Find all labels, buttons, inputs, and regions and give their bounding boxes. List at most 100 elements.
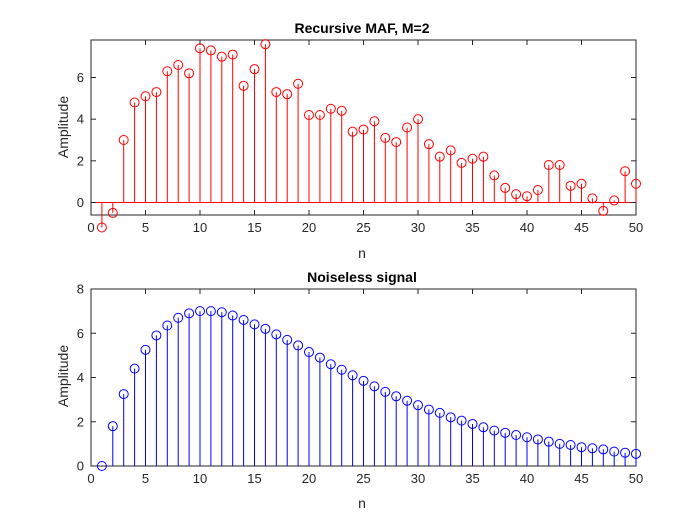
bottom-y-tick-label: 8	[77, 282, 84, 297]
bottom-stem-marker	[598, 444, 609, 455]
bottom-stem-marker	[347, 370, 358, 381]
top-stem-marker	[96, 222, 107, 233]
bottom-subplot-ylabel: Amplitude	[55, 345, 71, 407]
bottom-stem-marker	[151, 330, 162, 341]
top-stem-marker	[293, 78, 304, 89]
top-stem-marker	[434, 151, 445, 162]
top-stem-marker	[184, 68, 195, 79]
bottom-stem-marker	[96, 461, 107, 471]
top-stem-marker	[631, 178, 641, 189]
bottom-x-tick-label: 20	[302, 471, 316, 486]
top-stem-marker	[620, 166, 631, 177]
bottom-stem-marker	[609, 446, 620, 457]
bottom-stem-marker	[205, 306, 216, 317]
top-x-tick-label: 0	[87, 220, 94, 235]
bottom-x-tick-label: 40	[520, 471, 534, 486]
top-stem-marker	[445, 145, 456, 156]
bottom-y-tick-label: 6	[77, 326, 84, 341]
bottom-subplot: Noiseless signal n Amplitude 0 5 10 15 20 25 3…	[55, 269, 643, 511]
top-x-tick-label: 50	[629, 220, 643, 235]
top-stem-marker	[554, 160, 565, 170]
bottom-stem-marker	[620, 447, 631, 458]
bottom-stem-marker	[511, 430, 522, 441]
top-stem-marker	[151, 87, 162, 98]
bottom-stem-marker	[162, 320, 173, 331]
bottom-stem-marker	[434, 407, 445, 418]
bottom-subplot-title: Noiseless signal	[307, 269, 417, 285]
bottom-stem-marker	[554, 438, 565, 449]
bottom-stem-marker	[631, 448, 641, 459]
top-stem-marker	[140, 91, 151, 102]
top-stem-marker	[423, 139, 434, 150]
top-stem-marker	[238, 80, 249, 91]
bottom-stem-marker	[195, 306, 205, 317]
top-stem-marker	[282, 89, 293, 100]
bottom-stem-marker	[293, 340, 304, 351]
bottom-stem-marker	[282, 334, 293, 345]
bottom-stem-marker	[380, 386, 391, 397]
bottom-stem-marker	[304, 347, 314, 358]
top-x-tick-label: 45	[574, 220, 588, 235]
bottom-stem-marker	[140, 344, 151, 355]
top-stem-marker	[358, 124, 369, 135]
top-stem-marker	[456, 157, 467, 168]
bottom-y-tick-label: 2	[77, 414, 84, 429]
top-stem-marker	[380, 132, 391, 143]
top-stem-marker	[118, 135, 129, 145]
top-stem-marker	[162, 66, 173, 77]
top-stem-marker	[314, 110, 325, 120]
bottom-stem-marker	[402, 395, 413, 406]
top-stem-marker	[413, 114, 423, 125]
top-stem-marker	[216, 51, 227, 62]
top-stem-marker	[576, 178, 587, 189]
bottom-stem-marker	[129, 363, 140, 374]
top-stem-marker	[129, 97, 140, 108]
top-x-tick-label: 35	[465, 220, 479, 235]
bottom-stem-marker	[271, 329, 282, 340]
top-subplot-ylabel: Amplitude	[55, 96, 71, 158]
top-x-tick-label: 40	[520, 220, 534, 235]
bottom-stem-marker	[173, 312, 184, 323]
bottom-subplot-xlabel: n	[358, 495, 366, 511]
bottom-stem-marker	[369, 381, 380, 392]
top-y-tick-label: 0	[77, 195, 84, 210]
top-stem-marker	[347, 126, 358, 137]
top-stem-marker	[467, 153, 478, 164]
bottom-stem-marker	[478, 422, 489, 433]
top-x-tick-label: 30	[411, 220, 425, 235]
top-stem-marker	[227, 49, 238, 60]
bottom-stem-marker	[500, 427, 511, 438]
top-x-tick-label: 10	[193, 220, 207, 235]
bottom-y-tick-label: 0	[77, 459, 84, 474]
bottom-stem-marker	[522, 432, 532, 443]
bottom-stem-marker	[456, 415, 467, 426]
top-stem-marker	[489, 170, 500, 181]
bottom-x-tick-label: 45	[574, 471, 588, 486]
bottom-x-tick-label: 35	[465, 471, 479, 486]
bottom-x-tick-label: 50	[629, 471, 643, 486]
top-stem-marker	[369, 116, 380, 127]
top-stem-marker	[304, 110, 314, 120]
bottom-x-tick-label: 0	[87, 471, 94, 486]
bottom-stem-marker	[249, 319, 260, 330]
top-y-tick-label: 6	[77, 70, 84, 85]
top-stem-marker	[336, 105, 347, 116]
top-stem-marker	[532, 185, 543, 195]
bottom-stem-marker	[107, 421, 118, 432]
top-stem-marker	[260, 39, 271, 50]
bottom-x-tick-label: 5	[142, 471, 149, 486]
top-stem-marker	[325, 103, 336, 114]
bottom-stem-marker	[391, 391, 402, 402]
bottom-stem-marker	[118, 389, 129, 400]
bottom-stem-marker	[358, 375, 369, 386]
top-x-tick-label: 15	[247, 220, 261, 235]
bottom-stem-marker	[238, 314, 249, 325]
top-x-tick-label: 5	[142, 220, 149, 235]
bottom-stem-marker	[227, 310, 238, 321]
top-stem-marker	[511, 189, 522, 200]
top-stem-marker	[500, 182, 511, 193]
bottom-y-tick-label: 4	[77, 370, 84, 385]
bottom-stem-marker	[543, 436, 554, 447]
bottom-stem-marker	[184, 308, 195, 319]
